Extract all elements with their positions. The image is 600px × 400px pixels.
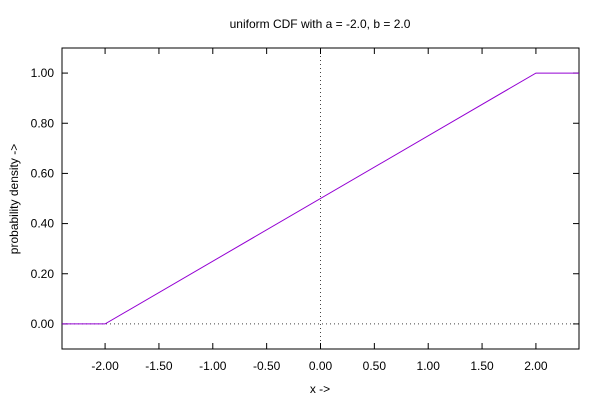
cdf-series-line [62, 72, 579, 325]
x-tick-label: 0.00 [309, 359, 333, 373]
y-tick-label: 0.60 [31, 166, 55, 180]
chart-title: uniform CDF with a = -2.0, b = 2.0 [230, 17, 411, 31]
x-tick-label: 1.50 [470, 359, 494, 373]
y-tick-label: 0.80 [31, 116, 55, 130]
x-tick-label: -1.00 [199, 359, 227, 373]
y-axis-label: probability density -> [7, 144, 21, 254]
x-tick-label: -1.50 [145, 359, 173, 373]
x-tick-label: 1.00 [417, 359, 441, 373]
plot-area: -2.00 -1.50 -1.00 -0.50 0.00 0.50 1.00 1.50 2.00… [31, 47, 580, 373]
x-tick-label: -2.00 [91, 359, 119, 373]
x-tick-label: 2.00 [524, 359, 548, 373]
x-tick-label: 0.50 [363, 359, 387, 373]
x-tick-label: -0.50 [253, 359, 281, 373]
x-axis-label: x -> [310, 382, 330, 396]
y-tick-label: 1.00 [31, 66, 55, 80]
y-tick-label: 0.20 [31, 267, 55, 281]
y-tick-label: 0.00 [31, 317, 55, 331]
y-tick-label: 0.40 [31, 217, 55, 231]
